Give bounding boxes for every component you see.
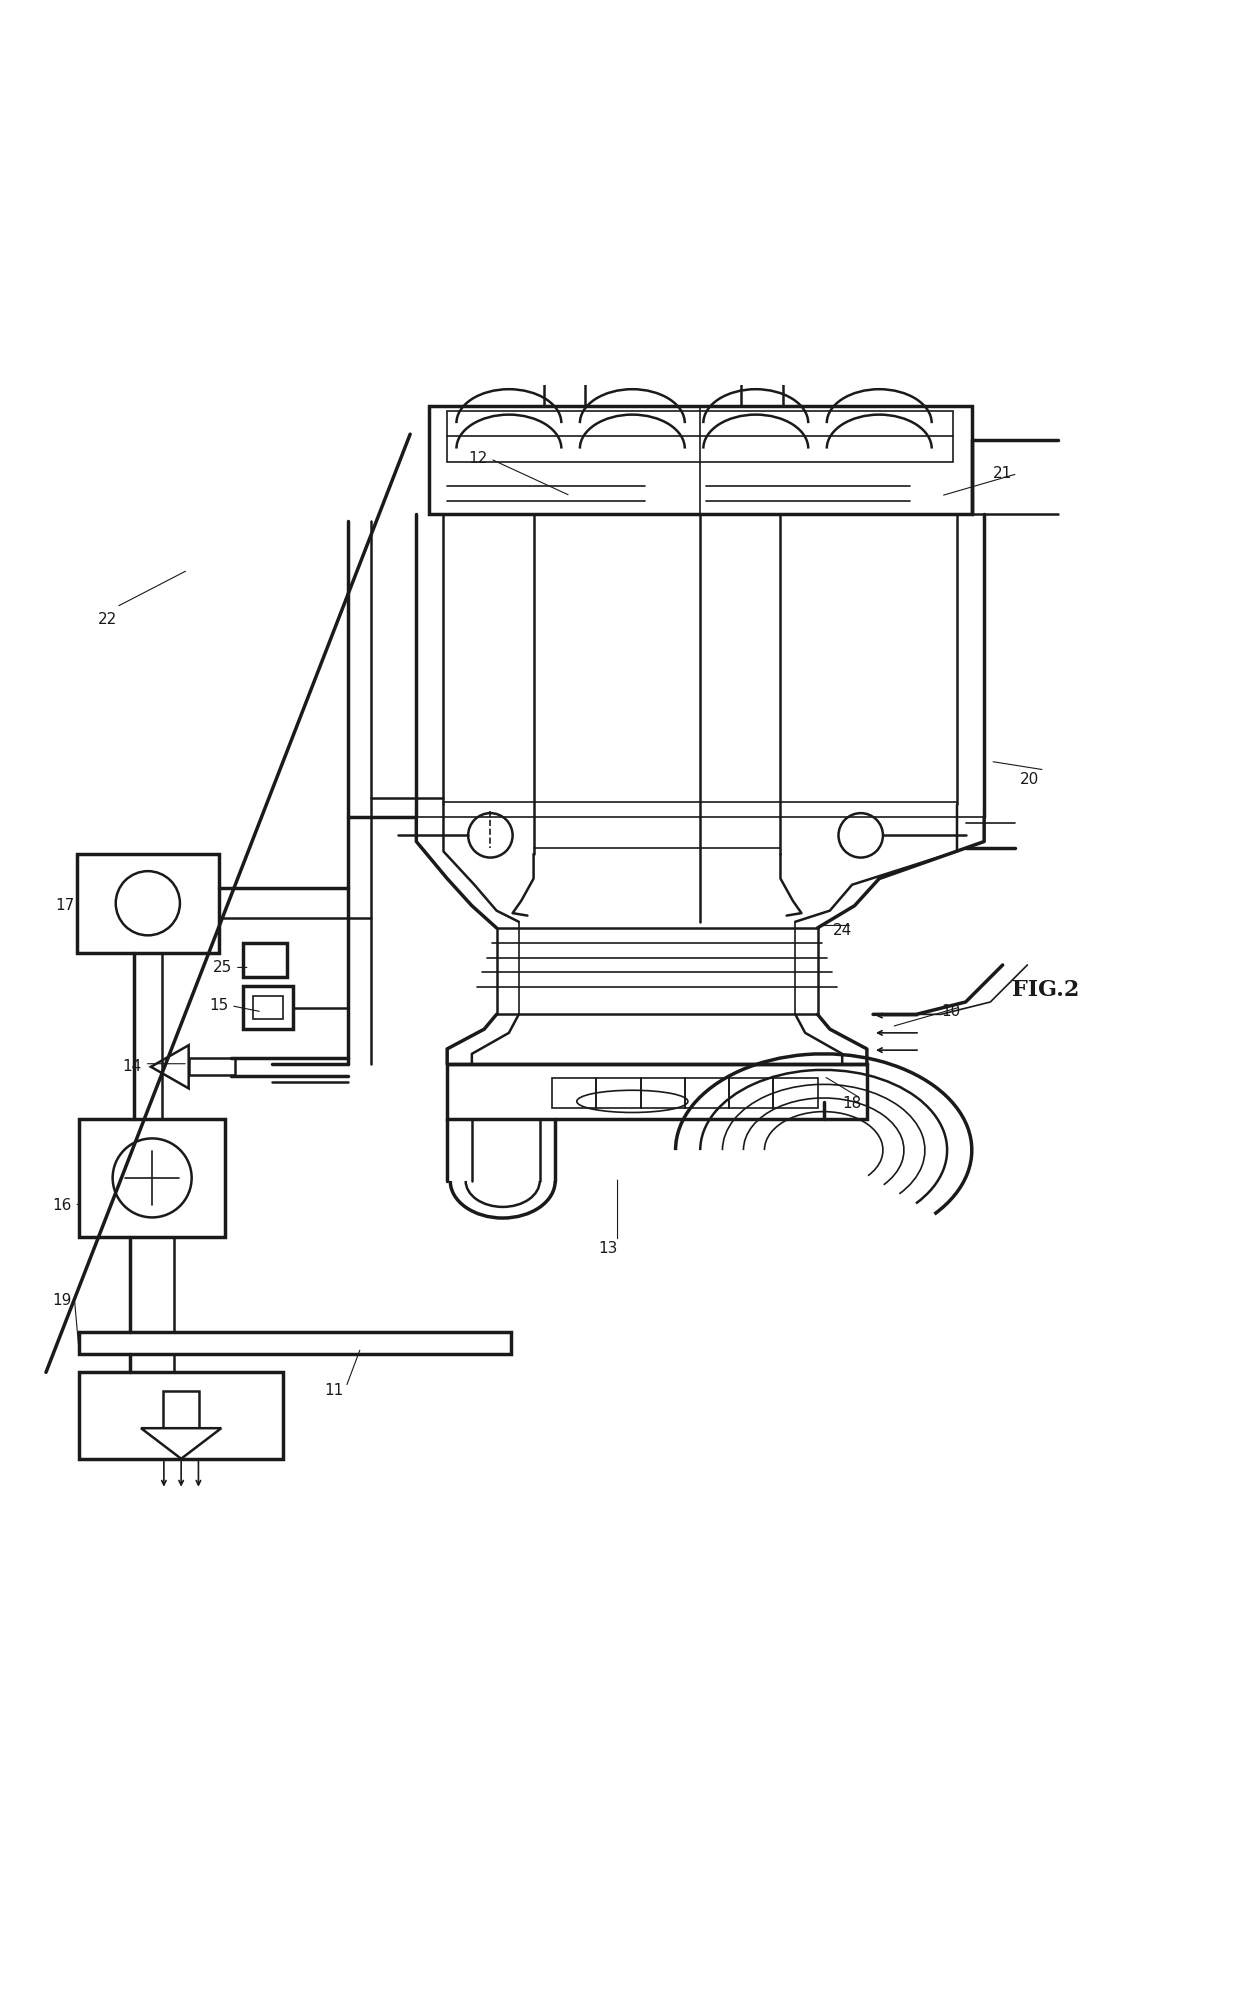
Bar (641, 1078, 684, 1108)
Bar (684, 1078, 729, 1108)
Text: 15: 15 (210, 998, 228, 1014)
Bar (253, 996, 283, 1020)
Bar (79, 1120, 224, 1236)
Circle shape (115, 872, 180, 936)
Bar (188, 1058, 234, 1076)
Text: 16: 16 (52, 1198, 72, 1212)
Text: 18: 18 (842, 1096, 862, 1110)
Bar (79, 1331, 511, 1355)
Text: 19: 19 (52, 1293, 72, 1309)
Text: 10: 10 (941, 1004, 961, 1020)
Text: 12: 12 (469, 451, 487, 467)
Bar (448, 411, 954, 461)
Bar (243, 942, 286, 978)
Bar (429, 405, 972, 515)
Bar (596, 1078, 641, 1108)
Text: 21: 21 (993, 467, 1012, 481)
Text: 17: 17 (55, 898, 74, 914)
Bar (79, 1373, 283, 1459)
Text: 22: 22 (98, 611, 118, 627)
Text: 25: 25 (213, 960, 232, 974)
Polygon shape (141, 1429, 221, 1459)
Text: 20: 20 (1021, 772, 1039, 788)
Bar (729, 1078, 774, 1108)
Polygon shape (518, 333, 611, 365)
Text: 13: 13 (598, 1240, 618, 1257)
Bar (774, 1078, 817, 1108)
Bar (742, 365, 782, 405)
Circle shape (469, 814, 512, 858)
Bar (77, 854, 218, 952)
Text: 11: 11 (324, 1383, 343, 1399)
Circle shape (113, 1138, 192, 1216)
Bar (552, 1078, 596, 1108)
Polygon shape (715, 333, 808, 365)
Text: FIG.2: FIG.2 (1012, 978, 1080, 1000)
Bar (543, 365, 585, 405)
Text: 14: 14 (123, 1058, 143, 1074)
Polygon shape (151, 1046, 188, 1088)
Bar (243, 986, 293, 1030)
Bar (164, 1391, 200, 1429)
Text: 24: 24 (832, 924, 852, 938)
Circle shape (838, 814, 883, 858)
Bar (448, 1064, 867, 1120)
